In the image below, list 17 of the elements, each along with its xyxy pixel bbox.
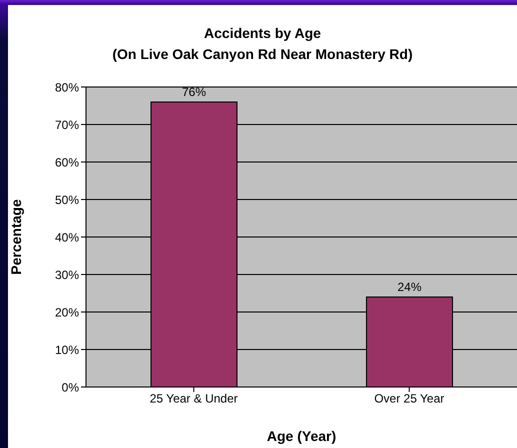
- x-tick-label: Over 25 Year: [374, 392, 444, 406]
- x-axis-title: Age (Year): [266, 428, 336, 444]
- x-tick-label: 25 Year & Under: [150, 392, 238, 406]
- y-tick-label: 60%: [54, 155, 80, 170]
- y-tick-label: 20%: [54, 305, 80, 320]
- y-tick-label: 0%: [62, 380, 80, 394]
- y-tick-label: 70%: [54, 118, 80, 132]
- chart-subtitle: (On Live Oak Canyon Rd Near Monastery Rd): [111, 45, 414, 64]
- y-tick-label: 50%: [54, 192, 80, 207]
- y-axis-title: Percentage: [8, 199, 24, 275]
- data-label: 24%: [397, 280, 422, 294]
- y-tick-label: 40%: [54, 230, 80, 244]
- data-label: 76%: [182, 85, 206, 99]
- y-tick-label: 30%: [54, 268, 80, 282]
- y-tick-label: 10%: [54, 342, 80, 357]
- y-tick-label: 80%: [54, 80, 80, 94]
- chart-title: Accidents by Age: [203, 24, 322, 43]
